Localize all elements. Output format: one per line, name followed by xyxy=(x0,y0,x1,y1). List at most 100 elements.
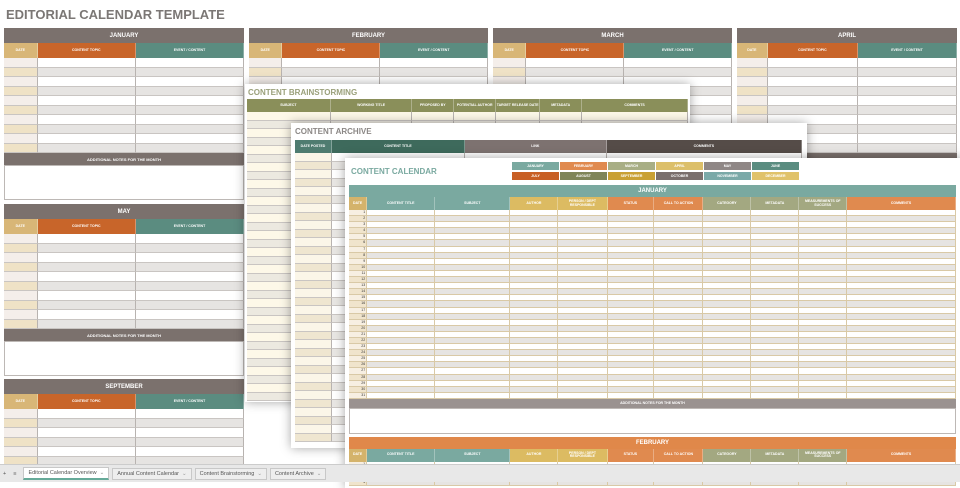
table-cell[interactable] xyxy=(558,307,608,314)
table-cell[interactable] xyxy=(510,307,559,314)
table-cell[interactable] xyxy=(295,280,332,289)
table-cell[interactable] xyxy=(135,291,244,301)
table-cell[interactable] xyxy=(847,350,956,357)
table-cell[interactable] xyxy=(654,252,704,259)
table-cell[interactable] xyxy=(847,228,956,235)
table-cell[interactable] xyxy=(558,356,608,363)
table-cell[interactable] xyxy=(799,319,848,326)
table-cell[interactable] xyxy=(751,307,800,314)
table-cell[interactable] xyxy=(37,291,136,301)
table-cell[interactable] xyxy=(4,300,38,310)
table-cell[interactable] xyxy=(435,350,511,357)
table-cell[interactable] xyxy=(847,374,956,381)
table-cell[interactable] xyxy=(4,77,38,87)
table-cell[interactable] xyxy=(751,368,800,375)
table-cell[interactable] xyxy=(558,344,608,351)
table-cell[interactable] xyxy=(847,234,956,241)
table-cell[interactable] xyxy=(607,240,655,247)
table-cell[interactable] xyxy=(799,283,848,290)
table-cell[interactable] xyxy=(510,277,559,284)
table-cell[interactable] xyxy=(367,344,436,351)
table-cell[interactable] xyxy=(607,356,655,363)
table-cell[interactable] xyxy=(799,234,848,241)
table-cell[interactable] xyxy=(135,143,244,153)
table-cell[interactable] xyxy=(703,210,752,217)
table-cell[interactable] xyxy=(654,362,704,369)
table-cell[interactable] xyxy=(435,386,511,393)
table-cell[interactable] xyxy=(367,337,436,345)
table-cell[interactable] xyxy=(582,112,688,121)
table-cell[interactable] xyxy=(367,210,436,217)
table-cell[interactable] xyxy=(799,295,848,302)
table-cell[interactable] xyxy=(295,255,332,264)
table-cell[interactable] xyxy=(558,246,608,253)
table-cell[interactable] xyxy=(654,283,704,290)
table-cell[interactable] xyxy=(4,272,38,282)
table-cell[interactable] xyxy=(607,210,655,217)
table-cell[interactable] xyxy=(4,134,38,144)
table-cell[interactable] xyxy=(295,187,332,196)
table-cell[interactable] xyxy=(493,67,527,77)
table-cell[interactable] xyxy=(135,243,244,253)
table-cell[interactable] xyxy=(367,325,436,332)
table-cell[interactable] xyxy=(737,58,768,68)
table-cell[interactable] xyxy=(751,362,800,369)
table-cell[interactable] xyxy=(799,331,848,338)
table-cell[interactable] xyxy=(295,365,332,374)
table-cell[interactable] xyxy=(435,331,511,338)
table-cell[interactable] xyxy=(703,295,752,302)
table-cell[interactable] xyxy=(135,105,244,115)
table-cell[interactable] xyxy=(367,319,436,326)
table-cell[interactable] xyxy=(654,380,704,387)
table-cell[interactable] xyxy=(558,350,608,357)
day-number[interactable]: 23 xyxy=(349,344,368,351)
table-cell[interactable] xyxy=(37,67,136,77)
table-cell[interactable] xyxy=(847,337,956,345)
table-cell[interactable] xyxy=(654,386,704,393)
day-number[interactable]: 1 xyxy=(349,210,368,217)
table-cell[interactable] xyxy=(295,229,332,238)
table-cell[interactable] xyxy=(767,86,858,96)
table-cell[interactable] xyxy=(435,228,511,235)
table-cell[interactable] xyxy=(654,301,704,308)
table-cell[interactable] xyxy=(295,314,332,323)
table-cell[interactable] xyxy=(37,86,136,96)
table-cell[interactable] xyxy=(799,277,848,284)
table-cell[interactable] xyxy=(37,428,136,438)
table-cell[interactable] xyxy=(558,295,608,302)
table-cell[interactable] xyxy=(737,77,768,87)
table-cell[interactable] xyxy=(703,283,752,290)
day-number[interactable]: 3 xyxy=(349,222,368,229)
table-cell[interactable] xyxy=(510,313,559,320)
sheet-tab[interactable]: Annual Content Calendar ⌄ xyxy=(112,467,192,480)
table-cell[interactable] xyxy=(847,222,956,229)
table-cell[interactable] xyxy=(558,234,608,241)
day-number[interactable]: 7 xyxy=(349,246,368,253)
table-cell[interactable] xyxy=(367,313,436,320)
table-cell[interactable] xyxy=(654,350,704,357)
table-cell[interactable] xyxy=(249,67,283,77)
table-cell[interactable] xyxy=(607,313,655,320)
table-cell[interactable] xyxy=(607,283,655,290)
table-cell[interactable] xyxy=(540,112,583,121)
table-cell[interactable] xyxy=(607,222,655,229)
table-cell[interactable] xyxy=(558,258,608,265)
table-cell[interactable] xyxy=(435,222,511,229)
table-cell[interactable] xyxy=(703,264,752,271)
table-cell[interactable] xyxy=(510,283,559,290)
table-cell[interactable] xyxy=(135,319,244,329)
table-cell[interactable] xyxy=(847,295,956,302)
notes-area[interactable] xyxy=(349,407,956,434)
table-cell[interactable] xyxy=(510,337,559,345)
table-cell[interactable] xyxy=(37,262,136,272)
table-cell[interactable] xyxy=(847,356,956,363)
table-cell[interactable] xyxy=(607,216,655,223)
table-cell[interactable] xyxy=(295,238,332,247)
table-cell[interactable] xyxy=(510,210,559,217)
table-cell[interactable] xyxy=(295,391,332,400)
table-cell[interactable] xyxy=(703,301,752,308)
table-cell[interactable] xyxy=(295,212,332,221)
table-cell[interactable] xyxy=(558,380,608,387)
table-cell[interactable] xyxy=(435,313,511,320)
table-cell[interactable] xyxy=(37,143,136,153)
